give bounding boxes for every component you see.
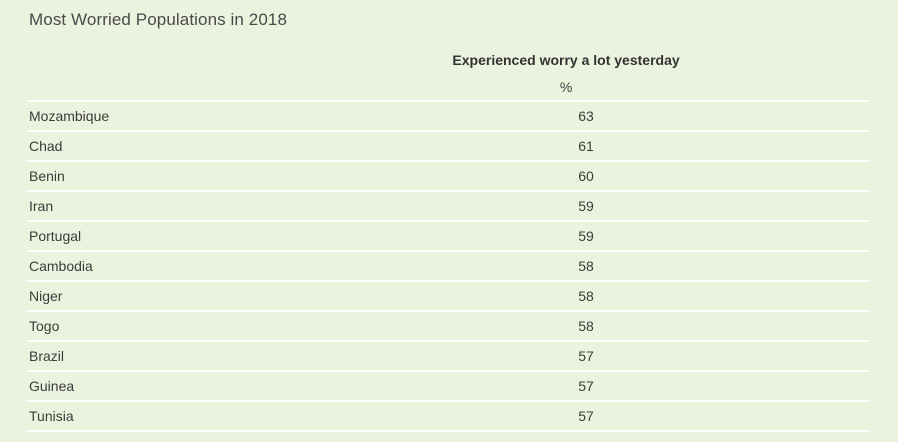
country-cell: Chad <box>27 131 437 162</box>
country-cell: Mozambique <box>27 101 437 132</box>
empty-cell <box>695 161 869 192</box>
empty-cell <box>695 281 869 312</box>
table-row: Benin 60 <box>27 161 869 192</box>
empty-unit-cell <box>27 74 437 102</box>
chart-title: Most Worried Populations in 2018 <box>29 10 288 29</box>
empty-cell <box>695 221 869 252</box>
column-header: Experienced worry a lot yesterday <box>452 52 680 68</box>
value-cell: 57 <box>436 341 696 372</box>
table-body: Mozambique 63 Chad 61 Benin 60 Iran 59 Portugal 5… <box>27 101 869 432</box>
empty-header-cell <box>696 46 869 74</box>
empty-cell <box>695 191 869 222</box>
value-cell: 57 <box>436 371 696 402</box>
table-row: Togo 58 <box>27 311 869 342</box>
empty-cell <box>695 311 869 342</box>
value-cell: 57 <box>436 401 696 432</box>
value-cell: 60 <box>436 161 696 192</box>
table-row: Niger 58 <box>27 281 869 312</box>
value-cell: 63 <box>436 101 696 132</box>
empty-cell <box>695 101 869 132</box>
table-row: Guinea 57 <box>27 371 869 402</box>
empty-cell <box>695 341 869 372</box>
value-cell: 59 <box>436 221 696 252</box>
value-cell: 58 <box>436 311 696 342</box>
table-row: Mozambique 63 <box>27 101 869 132</box>
table-row: Portugal 59 <box>27 221 869 252</box>
empty-unit-cell-right <box>695 74 869 102</box>
value-cell: 58 <box>436 251 696 282</box>
empty-cell <box>695 371 869 402</box>
data-table: Experienced worry a lot yesterday % Moza… <box>27 46 869 432</box>
table-row: Chad 61 <box>27 131 869 162</box>
unit-label: % <box>436 74 696 102</box>
country-cell: Tunisia <box>27 401 437 432</box>
value-cell: 61 <box>436 131 696 162</box>
country-cell: Portugal <box>27 221 437 252</box>
country-cell: Togo <box>27 311 437 342</box>
table-row: Tunisia 57 <box>27 401 869 432</box>
country-cell: Guinea <box>27 371 437 402</box>
country-cell: Iran <box>27 191 437 222</box>
value-cell: 58 <box>436 281 696 312</box>
unit-header-row: % <box>27 74 869 102</box>
country-cell: Niger <box>27 281 437 312</box>
empty-cell <box>695 131 869 162</box>
column-header-row: Experienced worry a lot yesterday <box>27 46 869 74</box>
value-cell: 59 <box>436 191 696 222</box>
empty-cell <box>695 401 869 432</box>
country-cell: Benin <box>27 161 437 192</box>
table-row: Cambodia 58 <box>27 251 869 282</box>
table-row: Iran 59 <box>27 191 869 222</box>
country-cell: Brazil <box>27 341 437 372</box>
empty-cell <box>695 251 869 282</box>
country-column-header <box>27 46 436 74</box>
table-row: Brazil 57 <box>27 341 869 372</box>
country-cell: Cambodia <box>27 251 437 282</box>
